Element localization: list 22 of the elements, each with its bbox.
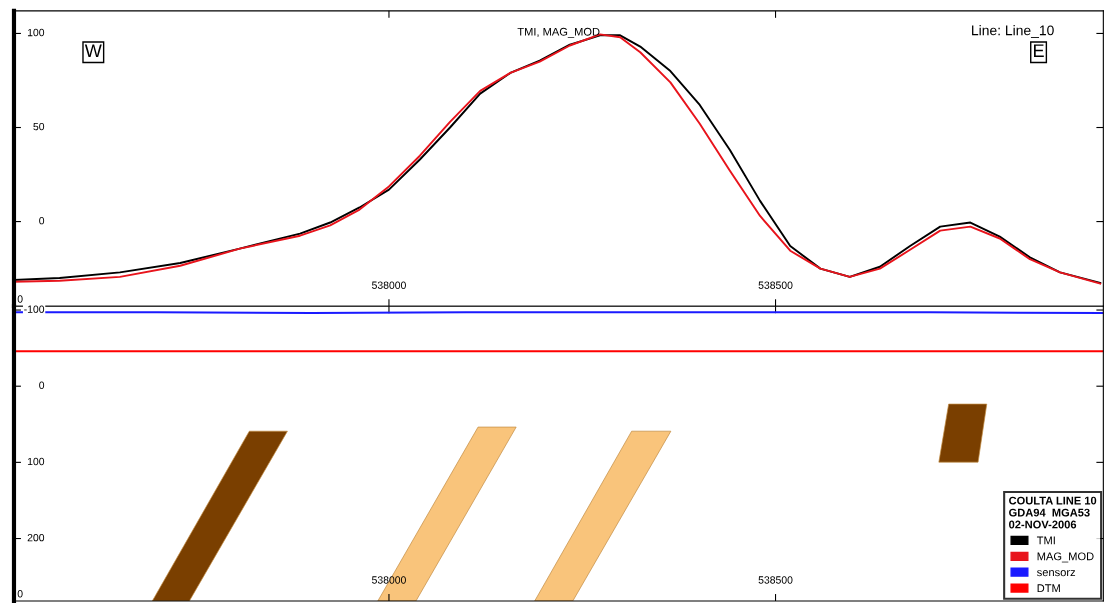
- annotation: W: [84, 44, 102, 57]
- annotation: Line: Line_10: [972, 25, 1054, 38]
- y-tick-label: 200: [27, 533, 45, 542]
- legend-label: DTM: [1037, 584, 1060, 593]
- annotation: 0: [17, 590, 23, 598]
- y-tick-label: -100: [24, 305, 45, 313]
- legend-label: TMI: [1036, 536, 1055, 545]
- legend-title: COULTA LINE 10 GDA94 MGA53 02-NOV-2006: [1009, 496, 1097, 529]
- x-tick-label: 538000: [372, 576, 406, 584]
- x-tick-label: 538000: [372, 281, 406, 289]
- y-tick-label: 0: [39, 216, 45, 225]
- y-tick-label: 50: [33, 122, 45, 131]
- annotation: E: [1034, 44, 1044, 57]
- y-tick-label: 0: [39, 381, 45, 389]
- x-tick-label: 538500: [758, 281, 793, 289]
- text: TMI, MAG_MOD: [517, 27, 600, 38]
- x-tick-label: 538500: [758, 576, 793, 584]
- y-tick-label: 100: [27, 28, 45, 37]
- y-tick-label: 100: [27, 457, 45, 466]
- legend-label: sensorz: [1037, 570, 1076, 577]
- legend-label: MAG_MOD: [1037, 552, 1094, 563]
- annotation: 0: [17, 295, 23, 303]
